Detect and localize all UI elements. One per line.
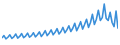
series-line xyxy=(2,4,118,39)
plot-area xyxy=(2,4,118,39)
chart xyxy=(0,0,120,45)
